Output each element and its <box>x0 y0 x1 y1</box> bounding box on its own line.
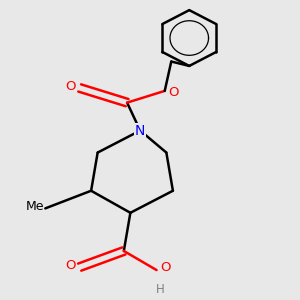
Text: O: O <box>160 261 171 274</box>
Text: N: N <box>135 124 146 137</box>
Text: O: O <box>65 259 76 272</box>
Text: O: O <box>169 86 179 99</box>
Text: Me: Me <box>26 200 45 213</box>
Text: H: H <box>155 283 164 296</box>
Text: O: O <box>65 80 76 93</box>
